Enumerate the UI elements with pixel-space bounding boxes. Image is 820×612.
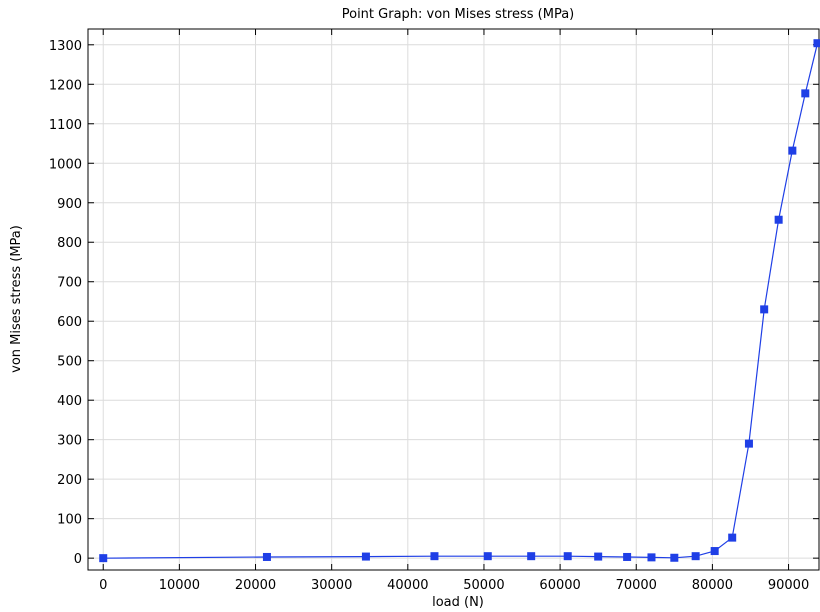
- series-line: [103, 43, 817, 558]
- y-tick-label: 1300: [49, 39, 82, 54]
- axis-ticks: 0 10000 20000 30000 40000 50000 60000 70000 8000…: [49, 29, 819, 593]
- data-point: [564, 552, 572, 560]
- y-tick-label: 900: [57, 197, 82, 212]
- series-layer: [99, 39, 820, 562]
- data-point: [788, 147, 796, 155]
- y-tick-label: 0: [74, 552, 82, 567]
- plot-frame: [88, 29, 819, 570]
- y-tick-label: 600: [57, 315, 82, 330]
- y-tick-label: 300: [57, 434, 82, 449]
- data-point: [801, 89, 809, 97]
- data-point: [594, 553, 602, 561]
- data-point: [527, 552, 535, 560]
- data-point: [430, 552, 438, 560]
- data-point: [263, 553, 271, 561]
- data-point: [728, 534, 736, 542]
- grid: [88, 29, 819, 570]
- chart-title: Point Graph: von Mises stress (MPa): [342, 7, 575, 22]
- data-point: [692, 552, 700, 560]
- y-tick-label: 1100: [49, 118, 82, 133]
- data-point: [647, 553, 655, 561]
- x-tick-label: 80000: [692, 578, 733, 593]
- x-tick-label: 30000: [311, 578, 352, 593]
- y-tick-label: 700: [57, 276, 82, 291]
- data-point: [775, 216, 783, 224]
- data-point: [484, 552, 492, 560]
- data-point: [362, 553, 370, 561]
- data-point: [623, 553, 631, 561]
- x-tick-label: 50000: [463, 578, 504, 593]
- y-tick-label: 100: [57, 513, 82, 528]
- x-tick-label: 70000: [616, 578, 657, 593]
- data-point: [760, 305, 768, 313]
- y-axis-label: von Mises stress (MPa): [9, 225, 24, 373]
- x-axis-label: load (N): [432, 595, 484, 610]
- x-tick-label: 0: [99, 578, 107, 593]
- x-tick-label: 60000: [539, 578, 580, 593]
- data-point: [813, 39, 820, 47]
- data-point: [745, 440, 753, 448]
- y-tick-label: 500: [57, 355, 82, 370]
- y-tick-label: 800: [57, 236, 82, 251]
- data-point: [99, 554, 107, 562]
- y-tick-label: 1000: [49, 157, 82, 172]
- x-tick-label: 40000: [387, 578, 428, 593]
- y-tick-label: 200: [57, 473, 82, 488]
- data-point: [670, 554, 678, 562]
- y-tick-label: 1200: [49, 78, 82, 93]
- x-tick-label: 90000: [768, 578, 809, 593]
- data-point: [711, 547, 719, 555]
- y-tick-label: 400: [57, 394, 82, 409]
- x-tick-label: 20000: [235, 578, 276, 593]
- x-tick-label: 10000: [159, 578, 200, 593]
